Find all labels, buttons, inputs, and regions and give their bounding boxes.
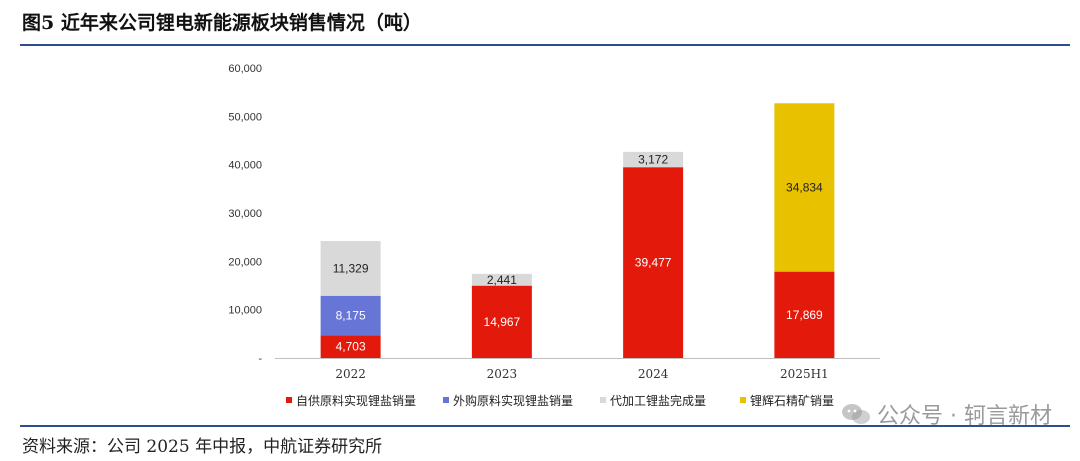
y-tick-label: 10,000 [228, 305, 262, 317]
x-axis: 2022 2023 2024 2025H1 [275, 358, 880, 381]
x-tick-label: 2023 [487, 367, 518, 381]
wechat-icon [842, 404, 871, 424]
legend-label: 外购原料实现锂盐销量 [453, 393, 573, 408]
bar-group: 4,703 8,175 11,329 14,967 2,441 39,477 3,172 17… [320, 103, 835, 358]
chart-legend: 自供原料实现锂盐销量 外购原料实现锂盐销量 代加工锂盐完成量 锂辉石精矿销量 [286, 393, 834, 408]
data-label: 39,477 [635, 256, 672, 270]
data-label: 14,967 [484, 315, 521, 329]
x-tick-label: 2024 [638, 367, 669, 381]
bar-segment [623, 151, 684, 168]
figure-source: 资料来源：公司 2025 年中报，中航证券研究所 [22, 437, 383, 457]
legend-label: 锂辉石精矿销量 [750, 393, 834, 408]
bar-segment [774, 103, 835, 272]
data-label: 8,175 [336, 309, 366, 323]
y-tick-label: - [258, 353, 262, 365]
bar-segment [471, 285, 532, 358]
title-divider [20, 44, 1070, 46]
legend-swatch [443, 397, 449, 403]
y-tick-label: 40,000 [228, 160, 262, 172]
bar-segment [320, 240, 381, 296]
y-tick-label: 20,000 [228, 256, 262, 268]
data-label: 11,329 [333, 261, 369, 275]
y-tick-label: 60,000 [228, 63, 262, 75]
y-tick-label: 50,000 [228, 111, 262, 123]
data-label: 17,869 [786, 308, 823, 322]
data-label: 3,172 [638, 153, 668, 167]
legend-swatch [286, 397, 292, 403]
watermark-text: 公众号 · 轲言新材 [877, 404, 1052, 429]
bar-segment [471, 273, 532, 286]
figure-title: 图5 近年来公司锂电新能源板块销售情况（吨） [22, 12, 422, 34]
x-tick-label: 2022 [335, 367, 366, 381]
legend-label: 自供原料实现锂盐销量 [296, 393, 416, 408]
x-tick-label: 2025H1 [780, 367, 829, 381]
legend-label: 代加工锂盐完成量 [610, 393, 706, 408]
y-axis: - 10,000 20,000 30,000 40,000 50,000 60,000 [228, 63, 262, 365]
bar-segment [320, 295, 381, 336]
watermark: 公众号 · 轲言新材 [841, 398, 1052, 430]
bar-segment [623, 167, 684, 358]
bar-segment [774, 271, 835, 358]
data-label: 4,703 [336, 340, 366, 354]
stacked-bar-chart: - 10,000 20,000 30,000 40,000 50,000 60,000 20… [228, 63, 880, 408]
legend-swatch [600, 397, 606, 403]
data-label: 2,441 [487, 273, 517, 287]
bar-segment [320, 335, 381, 358]
legend-swatch [740, 397, 746, 403]
data-label: 34,834 [786, 180, 823, 194]
y-tick-label: 30,000 [228, 208, 262, 220]
source-divider [20, 425, 1070, 427]
